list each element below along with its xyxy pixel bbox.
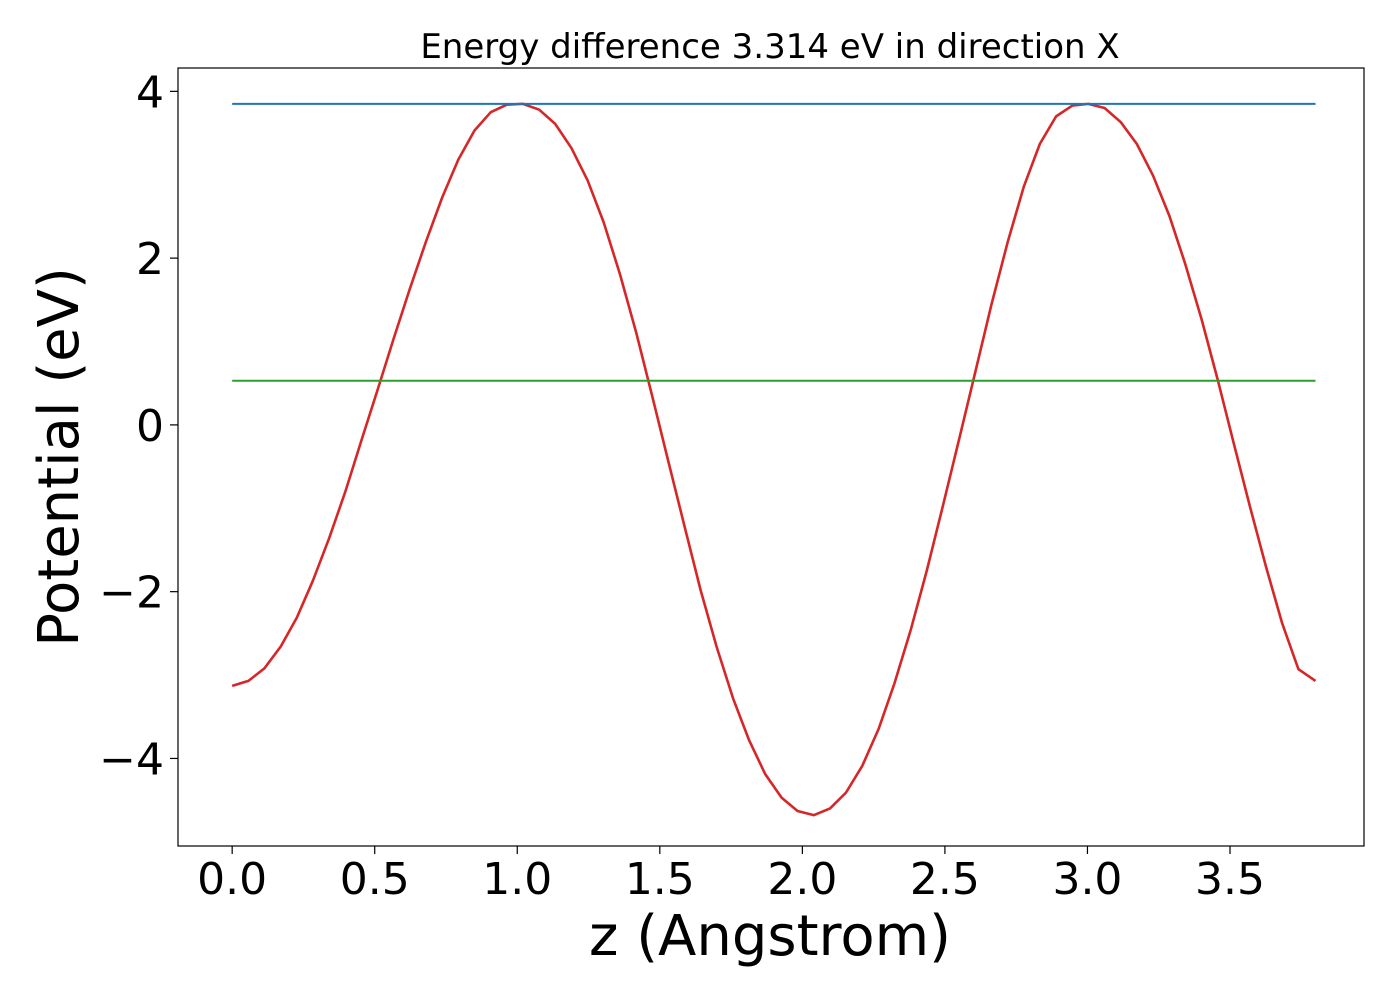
x-tick-label: 0.5 <box>340 854 410 905</box>
y-axis: −4 −2 0 2 4 <box>99 67 178 785</box>
y-tick-label: −4 <box>99 734 164 785</box>
x-tick-label: 2.0 <box>767 854 837 905</box>
x-axis-label: z (Angstrom) <box>589 904 951 969</box>
series-layer <box>231 102 1317 817</box>
x-tick-label: 2.5 <box>910 854 980 905</box>
chart-title: Energy difference 3.314 eV in direction … <box>420 27 1119 67</box>
x-tick-label: 3.5 <box>1195 854 1265 905</box>
y-tick-label: 4 <box>136 67 164 118</box>
plot-area-frame <box>177 67 1365 847</box>
y-axis-label: Potential (eV) <box>27 267 92 647</box>
x-tick-label: 1.5 <box>625 854 695 905</box>
y-tick-label: 0 <box>136 401 164 452</box>
x-tick-label: 1.0 <box>482 854 552 905</box>
x-tick-label: 0.0 <box>197 854 267 905</box>
series-line-1 <box>231 102 1317 817</box>
y-tick-label: 2 <box>136 234 164 285</box>
x-tick-label: 3.0 <box>1052 854 1122 905</box>
y-tick-label: −2 <box>99 568 164 619</box>
x-axis: 0.0 0.5 1.0 1.5 2.0 2.5 3.0 3.5 <box>197 846 1265 905</box>
